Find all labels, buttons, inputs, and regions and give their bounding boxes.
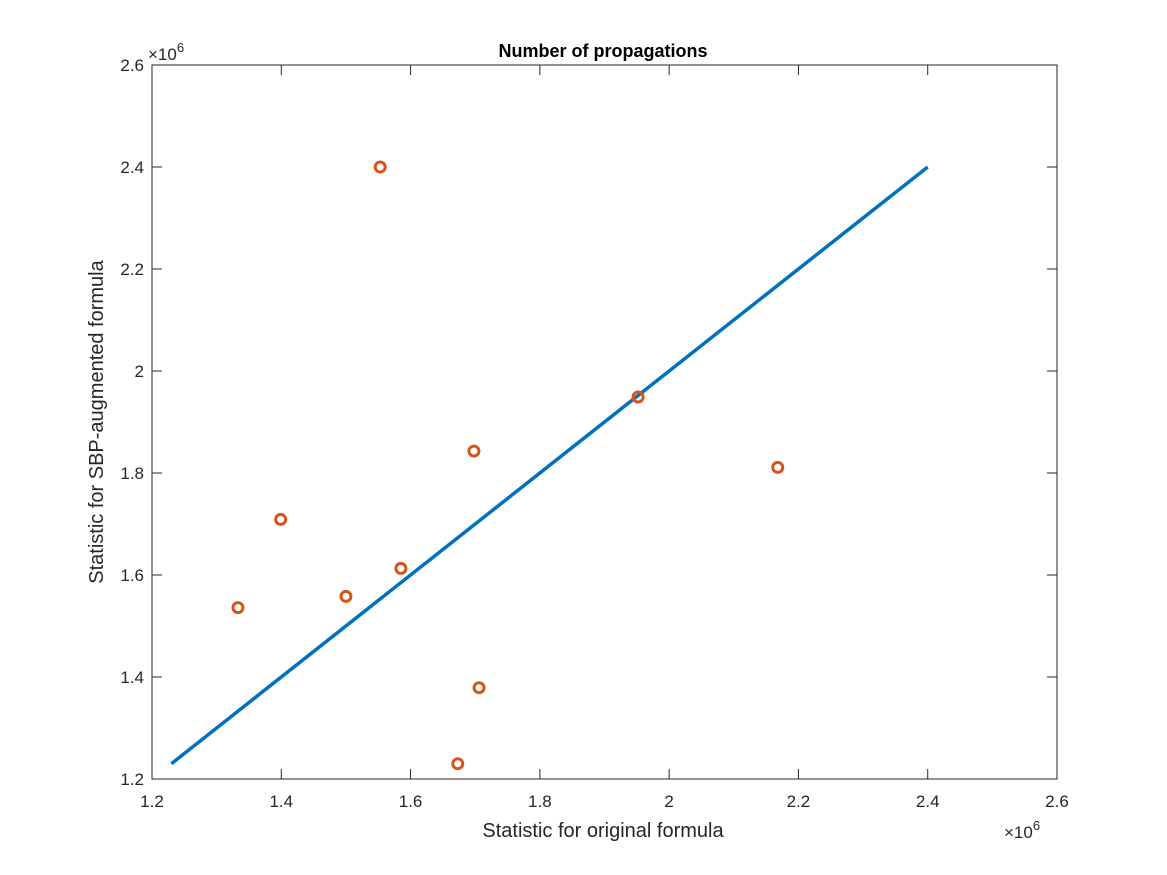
x-axis-label: Statistic for original formula — [482, 820, 724, 842]
data-point — [472, 681, 486, 695]
data-point — [231, 601, 245, 615]
y-axis-label: Statistic for SBP-augmented formula — [86, 259, 108, 583]
svg-text:×106: ×106 — [1004, 818, 1040, 842]
x-axis-multiplier: ×106 — [1004, 818, 1040, 842]
x-multiplier-base: ×10 — [1004, 823, 1033, 842]
x-tick-label: 1.4 — [269, 792, 293, 811]
svg-text:×106: ×106 — [148, 40, 184, 64]
data-point — [467, 444, 481, 458]
y-tick-label: 2.6 — [120, 56, 144, 75]
data-point — [451, 757, 465, 771]
y-multiplier-base: ×10 — [148, 45, 177, 64]
points-layer — [231, 160, 785, 771]
data-point — [631, 390, 645, 404]
x-tick-label: 2.2 — [787, 792, 811, 811]
y-tick-label: 2.4 — [120, 158, 144, 177]
x-tick-label: 2.6 — [1045, 792, 1069, 811]
y-axis-multiplier: ×106 — [148, 40, 184, 64]
x-tick-label: 1.6 — [399, 792, 423, 811]
data-point — [274, 512, 288, 526]
y-tick-label: 1.6 — [120, 566, 144, 585]
y-tick-label: 1.8 — [120, 464, 144, 483]
y-tick-label: 2 — [135, 362, 144, 381]
y-tick-label: 1.4 — [120, 668, 144, 687]
ticks-layer: 1.2 1.4 1.6 1.8 2 2.2 2.4 2.6 1.2 1.4 1.6 1.8 2 2.2 2.… — [120, 56, 1068, 811]
y-multiplier-exponent: 6 — [177, 40, 184, 55]
chart-title: Number of propagations — [498, 41, 707, 61]
data-point — [771, 460, 785, 474]
x-tick-label: 1.8 — [528, 792, 552, 811]
plot-area: 1.2 1.4 1.6 1.8 2 2.2 2.4 2.6 1.2 1.4 1.6 1.8 2 2.2 2.… — [120, 56, 1068, 811]
x-tick-label: 2.4 — [916, 792, 940, 811]
y-tick-label: 2.2 — [120, 260, 144, 279]
x-tick-label: 1.2 — [140, 792, 164, 811]
data-point — [394, 561, 408, 575]
x-multiplier-exponent: 6 — [1033, 818, 1040, 833]
reference-line — [170, 165, 929, 766]
data-point — [373, 160, 387, 174]
data-point — [339, 589, 353, 603]
y-tick-label: 1.2 — [120, 770, 144, 789]
x-tick-label: 2 — [664, 792, 673, 811]
reference-line-layer — [170, 165, 929, 766]
